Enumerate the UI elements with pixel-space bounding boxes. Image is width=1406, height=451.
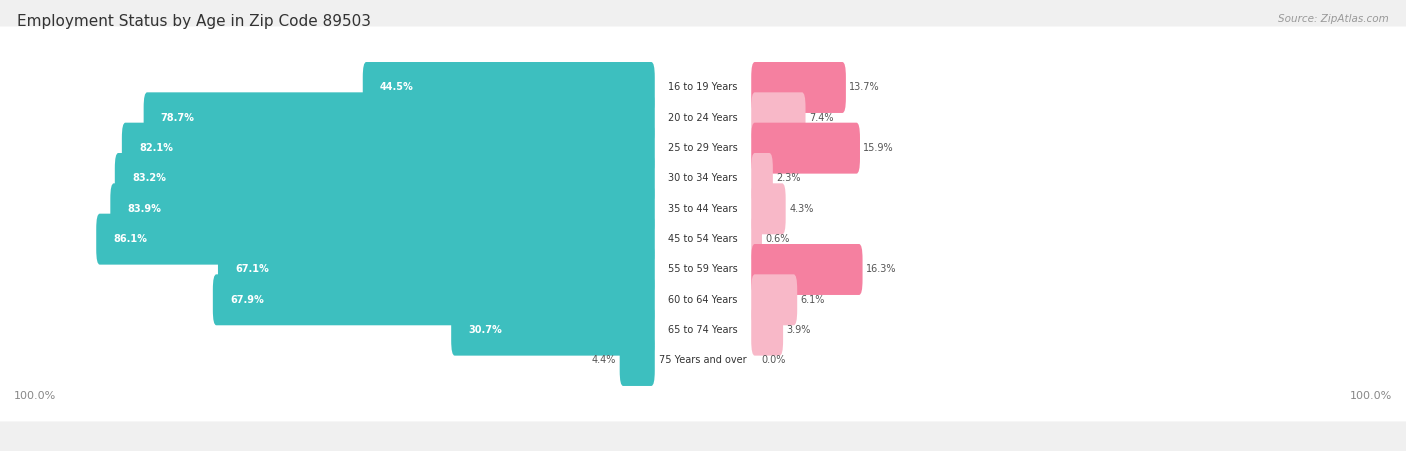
FancyBboxPatch shape [751,274,797,325]
FancyBboxPatch shape [620,335,655,386]
Text: 67.1%: 67.1% [235,264,269,275]
Text: 4.3%: 4.3% [789,204,814,214]
FancyBboxPatch shape [363,62,655,113]
FancyBboxPatch shape [0,27,1406,148]
Text: 16 to 19 Years: 16 to 19 Years [668,83,738,92]
Text: 60 to 64 Years: 60 to 64 Years [668,295,738,305]
FancyBboxPatch shape [143,92,655,143]
Text: 3.9%: 3.9% [786,325,811,335]
Text: 16.3%: 16.3% [866,264,897,275]
Text: 6.1%: 6.1% [800,295,825,305]
Text: 4.4%: 4.4% [592,355,616,365]
Text: 44.5%: 44.5% [380,83,413,92]
Text: 83.9%: 83.9% [128,204,162,214]
Text: 0.0%: 0.0% [762,355,786,365]
Text: 30 to 34 Years: 30 to 34 Years [668,174,738,184]
FancyBboxPatch shape [751,214,762,265]
FancyBboxPatch shape [218,244,655,295]
FancyBboxPatch shape [122,123,655,174]
Text: 86.1%: 86.1% [114,234,148,244]
Text: 67.9%: 67.9% [231,295,264,305]
Text: 15.9%: 15.9% [863,143,894,153]
Text: 25 to 29 Years: 25 to 29 Years [668,143,738,153]
FancyBboxPatch shape [451,305,655,356]
FancyBboxPatch shape [751,92,806,143]
Text: 30.7%: 30.7% [468,325,502,335]
FancyBboxPatch shape [0,208,1406,331]
FancyBboxPatch shape [110,184,655,235]
FancyBboxPatch shape [0,57,1406,179]
FancyBboxPatch shape [751,153,773,204]
FancyBboxPatch shape [751,305,783,356]
FancyBboxPatch shape [751,244,862,295]
FancyBboxPatch shape [0,178,1406,300]
FancyBboxPatch shape [0,239,1406,361]
FancyBboxPatch shape [0,148,1406,270]
FancyBboxPatch shape [751,123,860,174]
FancyBboxPatch shape [115,153,655,204]
Text: 13.7%: 13.7% [849,83,880,92]
FancyBboxPatch shape [751,184,786,235]
Text: 78.7%: 78.7% [160,113,195,123]
Text: 55 to 59 Years: 55 to 59 Years [668,264,738,275]
Text: 100.0%: 100.0% [1350,391,1392,401]
FancyBboxPatch shape [212,274,655,325]
Text: 0.6%: 0.6% [765,234,790,244]
Text: 100.0%: 100.0% [14,391,56,401]
Text: 83.2%: 83.2% [132,174,166,184]
Text: 65 to 74 Years: 65 to 74 Years [668,325,738,335]
Text: 75 Years and over: 75 Years and over [659,355,747,365]
Text: 35 to 44 Years: 35 to 44 Years [668,204,738,214]
FancyBboxPatch shape [96,214,655,265]
Text: Source: ZipAtlas.com: Source: ZipAtlas.com [1278,14,1389,23]
Text: 2.3%: 2.3% [776,174,801,184]
FancyBboxPatch shape [751,62,846,113]
FancyBboxPatch shape [0,87,1406,209]
Text: 82.1%: 82.1% [139,143,173,153]
Text: 7.4%: 7.4% [808,113,834,123]
FancyBboxPatch shape [0,269,1406,391]
FancyBboxPatch shape [0,299,1406,421]
FancyBboxPatch shape [0,118,1406,239]
Text: 20 to 24 Years: 20 to 24 Years [668,113,738,123]
Text: 45 to 54 Years: 45 to 54 Years [668,234,738,244]
Text: Employment Status by Age in Zip Code 89503: Employment Status by Age in Zip Code 895… [17,14,371,28]
